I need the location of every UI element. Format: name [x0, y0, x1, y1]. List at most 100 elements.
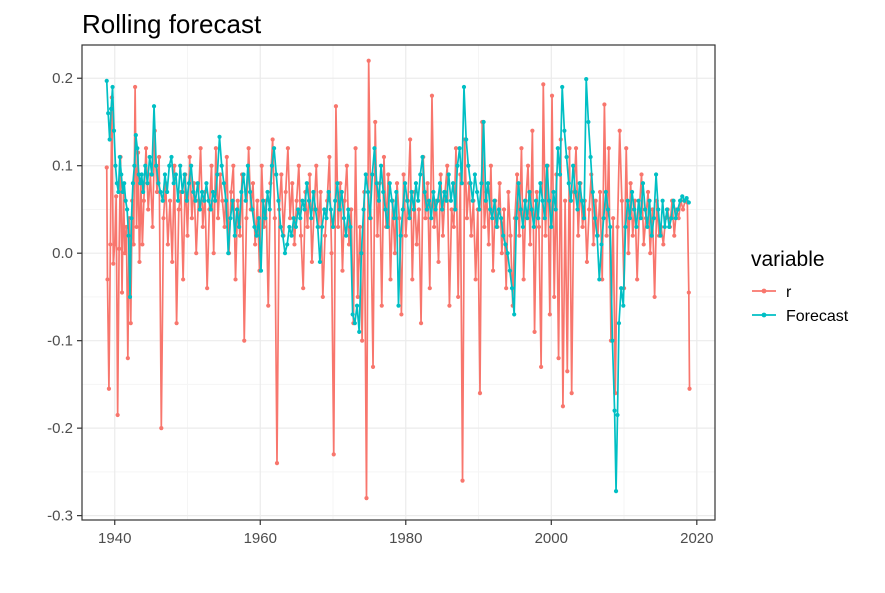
data-point-forecast	[263, 216, 268, 221]
data-point-forecast	[518, 207, 523, 212]
legend-title: variable	[751, 248, 825, 271]
data-point-forecast	[564, 154, 569, 160]
data-point-r	[244, 216, 249, 221]
data-point-r	[137, 259, 142, 265]
data-point-forecast	[568, 198, 574, 203]
data-point-r	[584, 259, 590, 265]
data-point-r	[205, 286, 210, 291]
data-point-forecast	[542, 216, 547, 221]
data-point-forecast	[640, 181, 646, 186]
data-point-r	[336, 224, 341, 230]
data-point-r	[112, 242, 117, 247]
data-point-forecast	[494, 224, 499, 230]
data-point-forecast	[461, 84, 467, 90]
data-point-forecast	[405, 198, 410, 203]
data-point-forecast	[507, 268, 512, 273]
data-point-forecast	[232, 233, 237, 238]
data-point-r	[504, 286, 509, 291]
x-tick-label: 1940	[98, 530, 131, 547]
data-point-forecast	[634, 224, 639, 230]
data-point-forecast	[407, 216, 412, 221]
data-point-r	[285, 146, 291, 151]
data-point-forecast	[615, 412, 620, 418]
data-point-forecast	[684, 195, 689, 201]
data-point-r	[322, 233, 328, 238]
data-point-forecast	[549, 224, 554, 230]
data-point-r	[563, 198, 568, 203]
data-point-forecast	[505, 251, 510, 256]
data-point-r	[331, 452, 336, 457]
data-point-r	[397, 216, 402, 221]
chart-title: Rolling forecast	[82, 9, 262, 39]
data-point-forecast	[514, 216, 519, 221]
data-point-forecast	[120, 189, 125, 195]
data-point-r	[353, 146, 358, 151]
data-point-forecast	[133, 133, 138, 138]
data-point-forecast	[125, 207, 130, 212]
data-point-forecast	[119, 172, 124, 177]
data-point-forecast	[492, 198, 497, 203]
data-point-forecast	[490, 216, 495, 221]
data-point-r	[274, 461, 280, 466]
data-point-r	[211, 251, 216, 256]
data-point-forecast	[317, 259, 323, 265]
data-point-r	[115, 412, 120, 418]
data-point-r	[105, 277, 110, 282]
data-point-r	[165, 242, 170, 247]
data-point-forecast	[621, 303, 626, 308]
data-point-forecast	[385, 224, 390, 230]
data-point-forecast	[433, 207, 438, 212]
data-point-r	[296, 163, 301, 168]
data-point-r	[161, 216, 166, 221]
legend-key-point-forecast	[761, 312, 767, 318]
data-point-r	[591, 242, 596, 247]
data-point-forecast	[269, 163, 274, 168]
data-point-r	[381, 154, 387, 160]
data-point-forecast	[306, 198, 312, 203]
data-point-r	[556, 356, 561, 361]
data-point-forecast	[466, 163, 471, 168]
data-point-r	[157, 154, 162, 160]
data-point-forecast	[389, 198, 395, 203]
data-point-forecast	[673, 216, 678, 221]
data-point-r	[534, 189, 539, 195]
data-point-forecast	[566, 181, 571, 186]
data-point-r	[464, 216, 469, 221]
data-point-forecast	[400, 207, 405, 212]
data-point-r	[423, 216, 428, 221]
data-point-r	[298, 233, 304, 238]
data-point-forecast	[474, 189, 480, 195]
data-point-r	[194, 251, 199, 256]
data-point-forecast	[512, 312, 517, 317]
data-point-r	[294, 198, 299, 203]
data-point-forecast	[647, 198, 652, 203]
data-point-forecast	[387, 181, 392, 186]
data-point-forecast	[455, 163, 460, 168]
data-point-forecast	[139, 172, 144, 177]
data-point-forecast	[450, 181, 456, 186]
data-point-r	[392, 251, 397, 256]
data-point-forecast	[256, 216, 261, 221]
data-point-forecast	[189, 163, 194, 168]
data-point-forecast	[381, 189, 386, 195]
data-point-r	[253, 242, 258, 247]
data-point-r	[497, 181, 502, 186]
data-point-forecast	[571, 163, 576, 168]
data-point-r	[237, 233, 242, 238]
data-point-forecast	[129, 216, 134, 221]
data-point-forecast	[613, 489, 619, 494]
data-point-r	[635, 277, 640, 282]
data-point-forecast	[651, 216, 656, 221]
data-point-r	[119, 290, 125, 295]
data-point-forecast	[616, 321, 622, 326]
data-point-r	[150, 224, 155, 230]
data-point-r	[340, 268, 345, 273]
data-point-r	[333, 104, 339, 109]
data-point-forecast	[354, 303, 360, 308]
data-point-forecast	[293, 224, 299, 230]
data-point-r	[490, 268, 496, 273]
data-point-r	[425, 181, 430, 186]
data-point-forecast	[123, 198, 128, 203]
data-point-forecast	[557, 172, 563, 177]
data-point-forecast	[265, 189, 270, 195]
